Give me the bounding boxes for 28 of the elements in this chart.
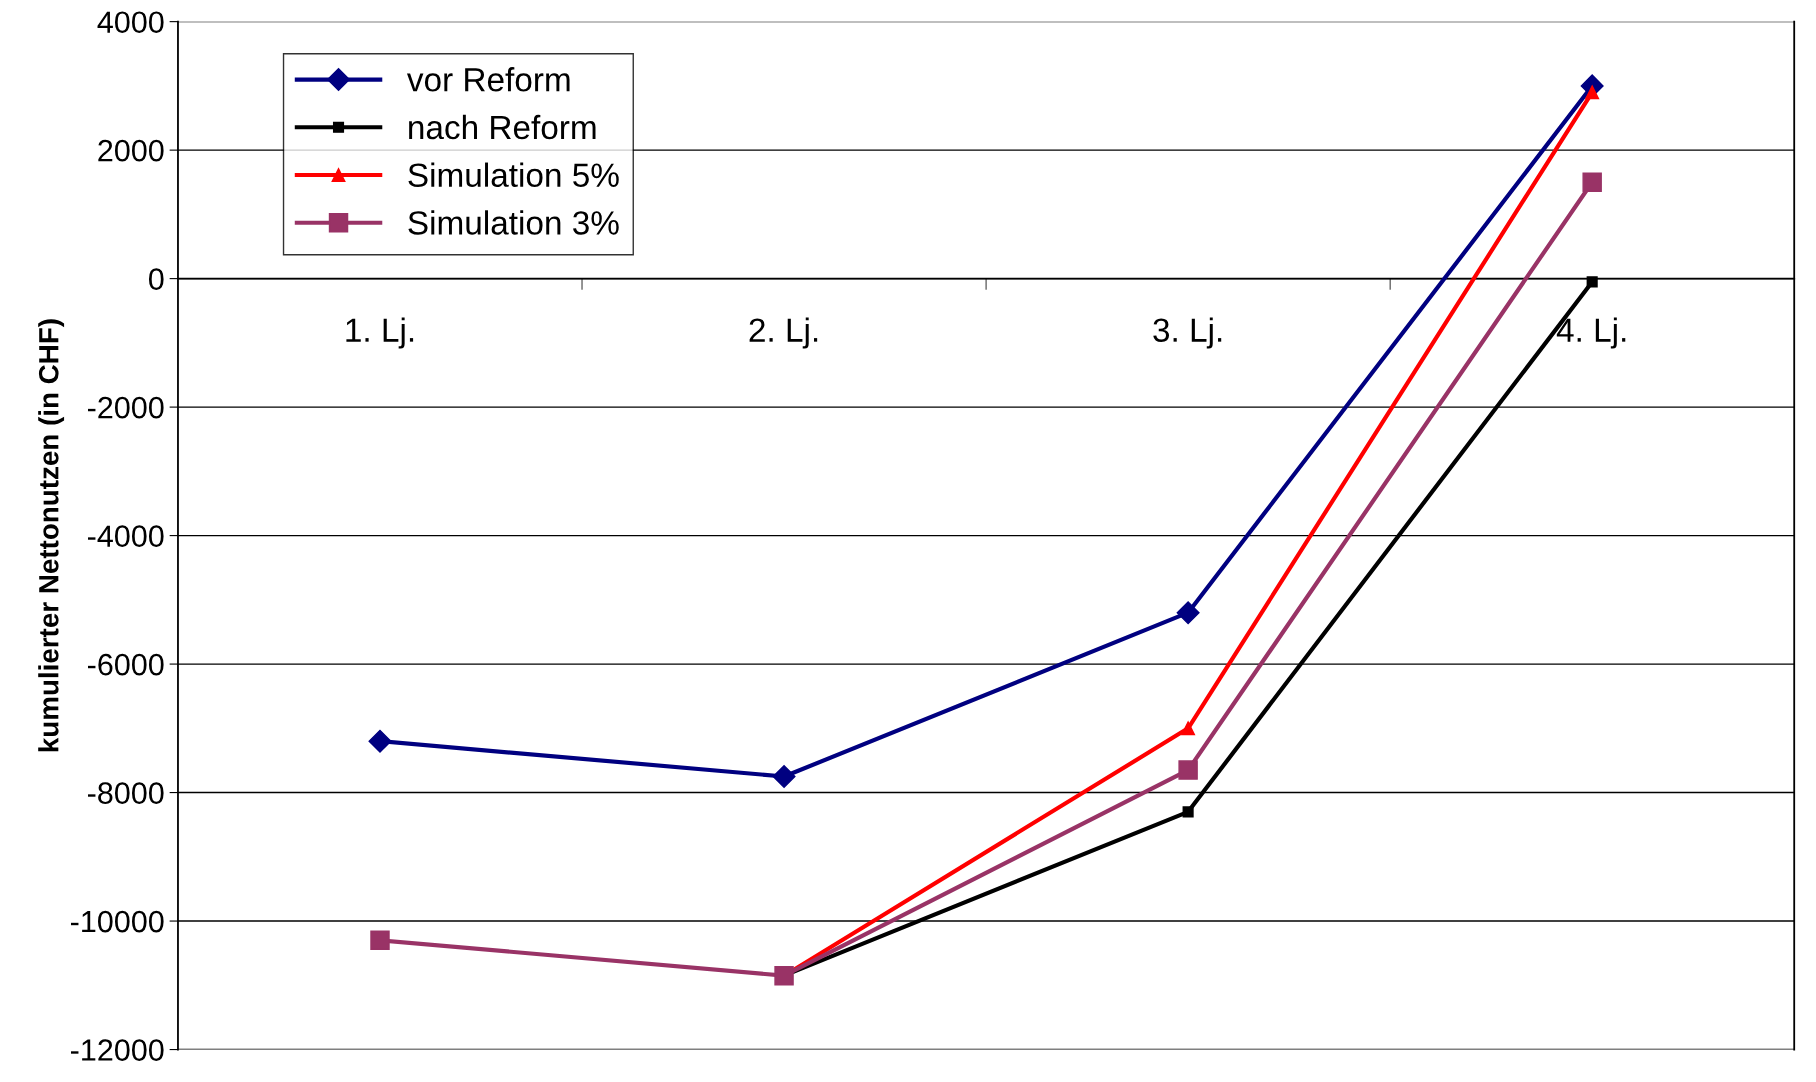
point bbox=[1585, 85, 1600, 100]
x-tick-label: 2. Lj. bbox=[749, 317, 818, 349]
point bbox=[1586, 276, 1598, 288]
y-tick-label: 4000 bbox=[97, 11, 164, 34]
point bbox=[1178, 760, 1198, 780]
x-tick-label: 4. Lj. bbox=[1556, 317, 1626, 349]
y-tick-label: -6000 bbox=[87, 653, 164, 676]
point bbox=[1176, 601, 1200, 625]
y-tick-label: -4000 bbox=[87, 525, 164, 547]
point bbox=[1181, 721, 1196, 736]
point bbox=[1582, 172, 1602, 192]
point bbox=[772, 765, 796, 789]
legend-label: vor Reform bbox=[406, 67, 570, 92]
x-tick-label: 3. Lj. bbox=[1153, 317, 1222, 349]
y-axis-title: kumulierter Nettonutzen (in CHF) bbox=[38, 319, 65, 752]
y-tick-label: -10000 bbox=[71, 910, 164, 933]
point bbox=[368, 729, 392, 753]
point bbox=[370, 930, 390, 951]
x-tick-label: 1. Lj. bbox=[346, 317, 414, 349]
legend-label: nach Reform bbox=[409, 114, 596, 140]
legend-label: Simulation 3% bbox=[408, 210, 619, 235]
y-tick-label: -8000 bbox=[87, 782, 164, 804]
point bbox=[1182, 806, 1194, 818]
legend-label: Simulation 5% bbox=[408, 162, 619, 188]
y-tick-label: -2000 bbox=[87, 396, 164, 419]
y-tick-label: -12000 bbox=[71, 1039, 164, 1061]
y-tick-label: 2000 bbox=[98, 139, 164, 162]
y-tick-label: 0 bbox=[148, 268, 164, 290]
